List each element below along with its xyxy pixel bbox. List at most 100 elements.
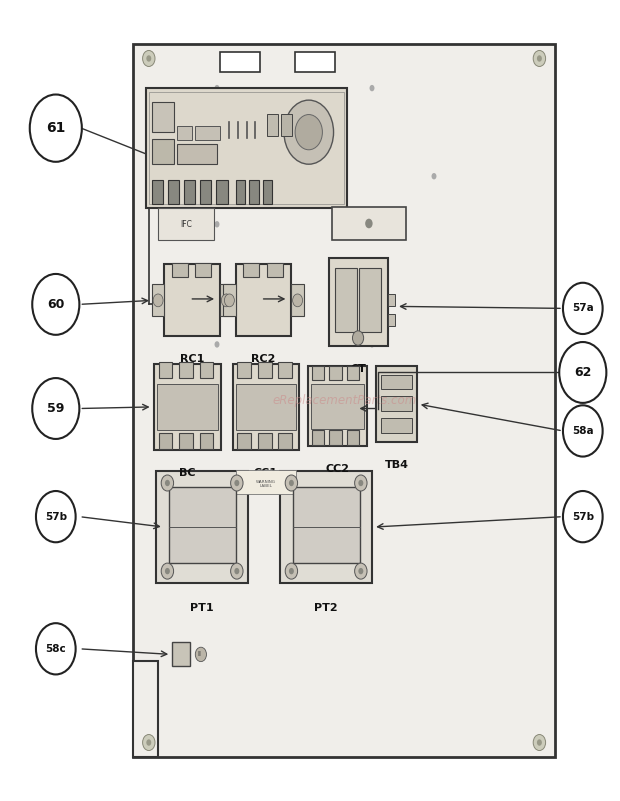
Bar: [388, 294, 395, 306]
Circle shape: [231, 475, 243, 491]
Bar: [236, 180, 245, 204]
Bar: [236, 384, 296, 430]
Bar: [311, 384, 364, 429]
Bar: [177, 126, 192, 140]
Bar: [200, 362, 213, 378]
Bar: [237, 433, 251, 449]
Bar: [243, 263, 259, 277]
Bar: [329, 430, 342, 445]
Circle shape: [285, 563, 298, 579]
Text: 58c: 58c: [45, 644, 66, 654]
Bar: [249, 180, 259, 204]
Circle shape: [370, 221, 374, 227]
Circle shape: [370, 341, 374, 348]
Bar: [195, 263, 211, 277]
Bar: [200, 180, 211, 204]
Text: 59: 59: [47, 402, 64, 415]
Circle shape: [36, 491, 76, 542]
Bar: [335, 268, 357, 332]
Bar: [177, 144, 217, 164]
Text: PT2: PT2: [314, 603, 338, 613]
Bar: [200, 433, 213, 449]
Circle shape: [284, 100, 334, 164]
Circle shape: [234, 568, 239, 574]
Circle shape: [161, 475, 174, 491]
Bar: [381, 396, 412, 411]
Circle shape: [355, 475, 367, 491]
Circle shape: [224, 294, 234, 307]
Bar: [179, 362, 193, 378]
Circle shape: [559, 342, 606, 403]
Circle shape: [289, 568, 294, 574]
Circle shape: [352, 331, 363, 345]
Text: CC1: CC1: [254, 468, 278, 477]
Text: RC2: RC2: [251, 354, 276, 364]
Circle shape: [533, 50, 546, 66]
Circle shape: [295, 115, 322, 150]
Text: WARNING
LABEL: WARNING LABEL: [256, 480, 276, 488]
Circle shape: [533, 735, 546, 751]
Text: 61: 61: [46, 121, 66, 135]
Bar: [294, 52, 335, 72]
Circle shape: [293, 294, 303, 307]
Circle shape: [563, 491, 603, 542]
Bar: [258, 362, 272, 378]
Bar: [146, 88, 347, 208]
Bar: [258, 433, 272, 449]
Text: 57a: 57a: [572, 304, 594, 313]
Circle shape: [146, 739, 151, 746]
Text: 57b: 57b: [572, 512, 594, 521]
Circle shape: [215, 341, 219, 348]
Bar: [157, 384, 218, 430]
Bar: [184, 180, 195, 204]
Bar: [293, 487, 360, 563]
Bar: [232, 364, 299, 450]
Circle shape: [165, 568, 170, 574]
Text: 58a: 58a: [572, 426, 593, 436]
Bar: [381, 375, 412, 389]
Circle shape: [32, 274, 79, 335]
Circle shape: [146, 55, 151, 62]
Bar: [329, 366, 342, 380]
Bar: [169, 487, 236, 563]
Bar: [168, 180, 179, 204]
Circle shape: [432, 173, 436, 179]
Bar: [312, 366, 324, 380]
Circle shape: [165, 480, 170, 486]
Bar: [329, 258, 388, 346]
Bar: [220, 284, 232, 316]
Text: TB4: TB4: [384, 460, 409, 469]
Bar: [280, 471, 372, 583]
Bar: [308, 366, 367, 446]
Bar: [159, 433, 172, 449]
Circle shape: [563, 283, 603, 334]
Circle shape: [537, 739, 542, 746]
Circle shape: [285, 475, 298, 491]
Bar: [388, 314, 395, 326]
Circle shape: [153, 294, 163, 307]
Circle shape: [289, 480, 294, 486]
Bar: [216, 180, 228, 204]
Bar: [156, 471, 248, 583]
Circle shape: [358, 480, 363, 486]
Bar: [278, 433, 292, 449]
Bar: [152, 139, 174, 164]
Bar: [278, 362, 292, 378]
Circle shape: [143, 735, 155, 751]
Bar: [312, 430, 324, 445]
Text: CT: CT: [350, 364, 366, 373]
Bar: [152, 102, 174, 132]
Circle shape: [563, 405, 603, 457]
Circle shape: [234, 480, 239, 486]
Bar: [195, 126, 220, 140]
Bar: [172, 263, 188, 277]
Bar: [133, 44, 555, 757]
Bar: [360, 268, 381, 332]
Text: eReplacementParts.com: eReplacementParts.com: [272, 394, 416, 407]
Bar: [236, 264, 291, 336]
Circle shape: [355, 563, 367, 579]
Bar: [159, 362, 172, 378]
Text: BC: BC: [179, 468, 195, 477]
Circle shape: [215, 221, 219, 227]
Bar: [267, 114, 278, 136]
